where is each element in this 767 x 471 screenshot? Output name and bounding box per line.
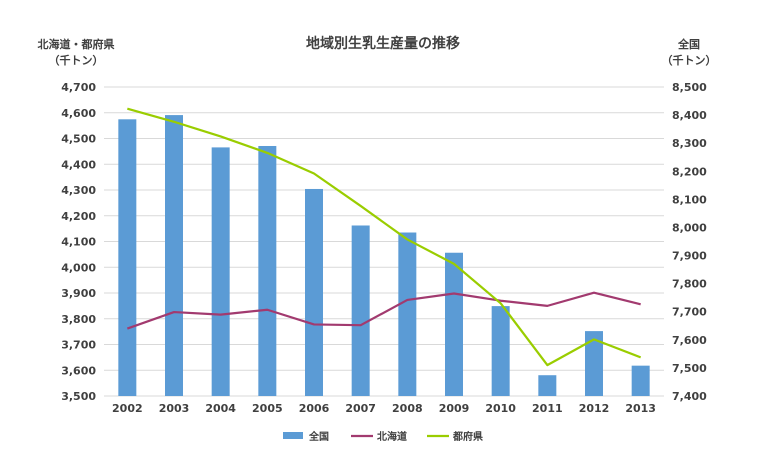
right-tick-label: 8,200 xyxy=(672,165,707,178)
left-tick-label: 3,700 xyxy=(61,339,96,352)
legend-label: 都府県 xyxy=(452,430,483,443)
bar xyxy=(165,115,183,396)
legend-label: 北海道 xyxy=(377,430,407,443)
bar xyxy=(351,225,370,396)
right-tick-label: 7,900 xyxy=(672,250,707,263)
x-tick-label: 2003 xyxy=(159,402,190,415)
x-tick-label: 2012 xyxy=(579,402,610,415)
x-tick-label: 2004 xyxy=(205,402,236,415)
x-tick-label: 2009 xyxy=(439,402,470,415)
left-tick-label: 4,100 xyxy=(61,236,96,249)
left-tick-label: 3,600 xyxy=(61,364,96,377)
left-tick-label: 4,000 xyxy=(61,261,96,274)
right-tick-label: 7,700 xyxy=(672,306,707,319)
chart-title: 地域別生乳生産量の推移 xyxy=(306,35,460,52)
left-tick-label: 4,200 xyxy=(61,210,96,223)
right-tick-label: 7,400 xyxy=(672,390,707,403)
x-tick-label: 2006 xyxy=(299,402,330,415)
right-axis-ticks: 7,400 7,500 7,600 7,700 7,800 7,900 8,000 8,100… xyxy=(672,81,707,403)
x-tick-label: 2011 xyxy=(532,402,563,415)
right-tick-label: 8,100 xyxy=(672,193,707,206)
bar xyxy=(445,252,463,396)
left-tick-label: 4,400 xyxy=(61,158,96,171)
right-tick-label: 7,600 xyxy=(672,334,707,347)
left-tick-label: 3,500 xyxy=(61,390,96,403)
right-axis-unit: （千トン） xyxy=(662,53,717,67)
left-tick-label: 3,800 xyxy=(61,313,96,326)
left-axis-ticks: 3,500 3,600 3,700 3,800 3,900 4,000 4,100 4,200… xyxy=(61,81,96,403)
bar xyxy=(305,188,323,396)
left-tick-label: 4,500 xyxy=(61,133,96,146)
left-tick-label: 4,700 xyxy=(61,81,96,94)
right-axis-title: 全国 xyxy=(677,37,700,51)
left-tick-label: 3,900 xyxy=(61,287,96,300)
right-tick-label: 8,400 xyxy=(672,109,707,122)
bar xyxy=(398,232,417,396)
x-tick-label: 2008 xyxy=(392,402,423,415)
left-axis-unit: （千トン） xyxy=(49,53,104,67)
bar xyxy=(631,365,650,396)
line-series-group xyxy=(126,107,642,367)
right-tick-label: 7,800 xyxy=(672,278,707,291)
left-tick-label: 4,600 xyxy=(61,107,96,120)
line-series xyxy=(126,291,641,330)
left-tick-label: 4,300 xyxy=(61,184,96,197)
bar xyxy=(585,331,603,396)
right-tick-label: 8,300 xyxy=(672,137,707,150)
gridlines xyxy=(104,86,664,397)
bar xyxy=(491,306,510,396)
legend: 全国 北海道 都府県 xyxy=(283,430,483,443)
right-tick-label: 7,500 xyxy=(672,362,707,375)
bar xyxy=(118,119,137,397)
x-tick-label: 2005 xyxy=(252,402,283,415)
bar-series-group xyxy=(118,115,650,397)
line-series xyxy=(127,107,642,367)
legend-label: 全国 xyxy=(308,430,329,443)
right-tick-label: 8,000 xyxy=(672,221,707,234)
x-tick-label: 2010 xyxy=(485,402,516,415)
bar xyxy=(538,375,557,396)
left-axis-title: 北海道・都府県 xyxy=(38,37,115,51)
right-tick-label: 8,500 xyxy=(672,81,707,94)
x-axis-ticks: 2002 2003 2004 2005 2006 2007 2008 2009 2010 2011… xyxy=(112,402,656,415)
x-tick-label: 2013 xyxy=(625,402,656,415)
x-tick-label: 2002 xyxy=(112,402,143,415)
bar xyxy=(258,145,277,396)
x-tick-label: 2007 xyxy=(345,402,376,415)
legend-swatch xyxy=(283,432,303,439)
bar xyxy=(211,147,230,396)
